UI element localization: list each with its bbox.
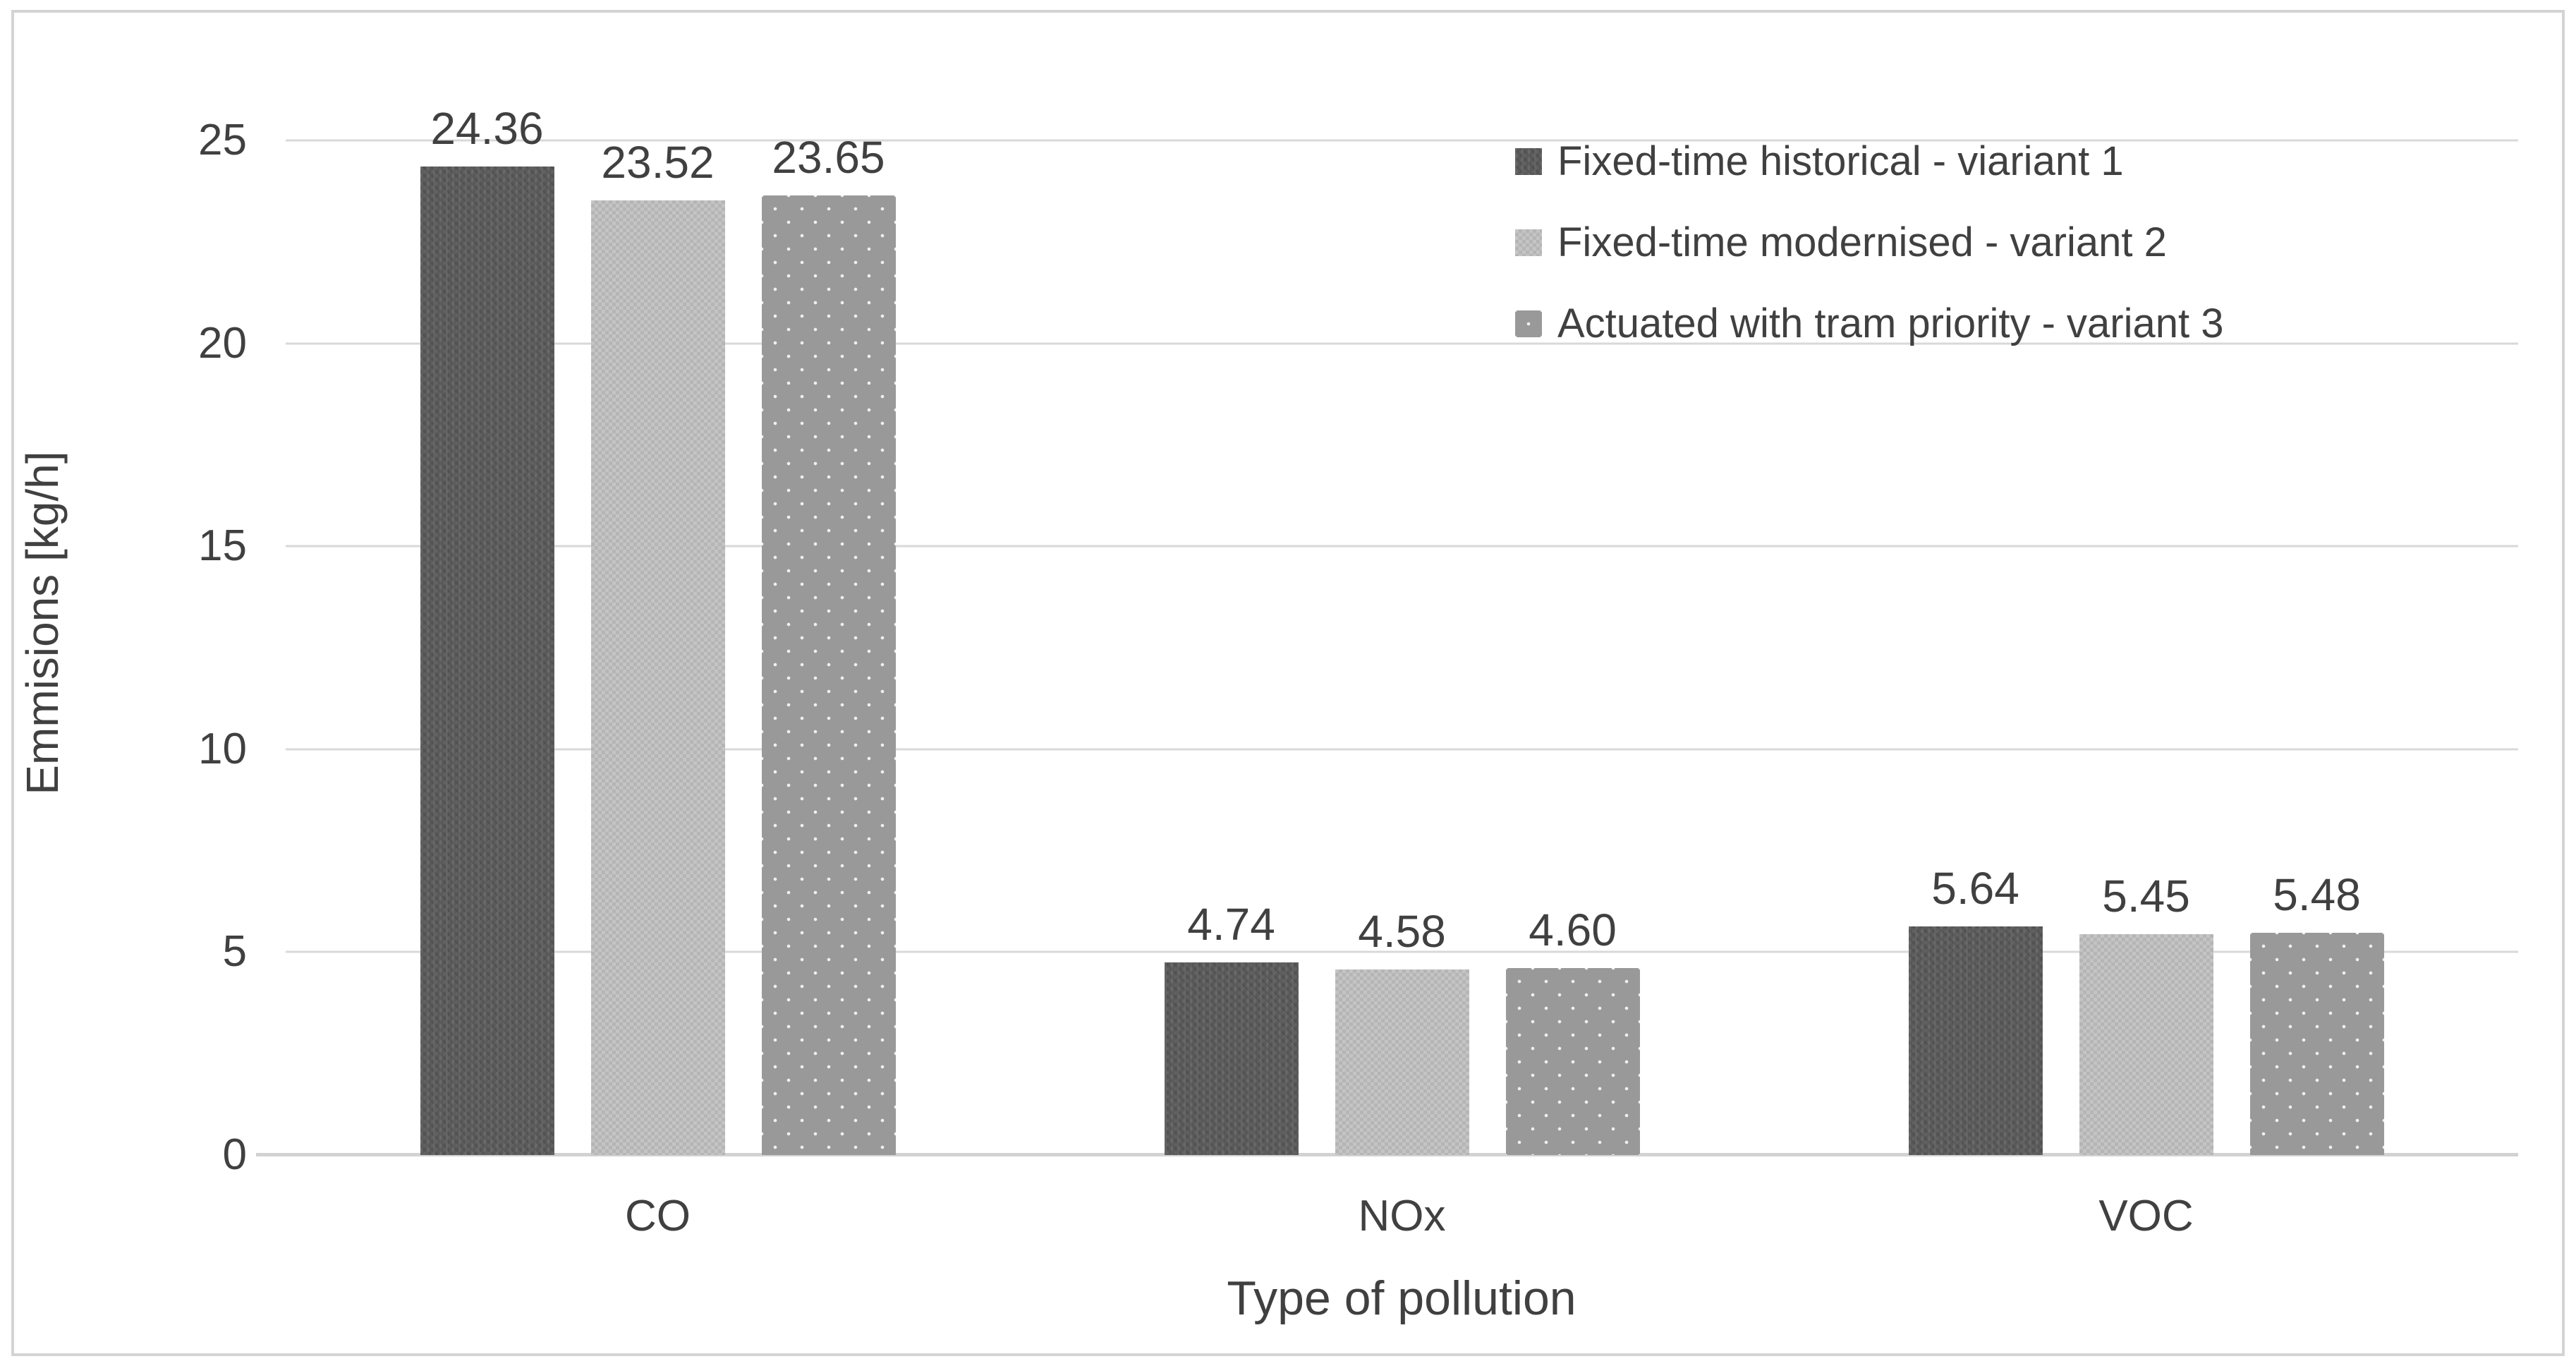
bar-NOx-series-2 xyxy=(1335,969,1469,1155)
category-label-CO: CO xyxy=(625,1192,691,1240)
gridline-y-10 xyxy=(286,748,2518,751)
y-tick-label-20: 20 xyxy=(198,318,247,368)
bar-VOC-series-2 xyxy=(2079,933,2213,1155)
y-tick-label-0: 0 xyxy=(222,1130,247,1179)
legend-label-2: Fixed-time modernised - variant 2 xyxy=(1557,219,2167,265)
bar-value-label-VOC-series-1: 5.64 xyxy=(1931,862,2019,914)
legend-swatch-1 xyxy=(1515,148,1542,175)
legend-swatch-3 xyxy=(1515,310,1542,337)
legend: Fixed-time historical - viariant 1 Fixed-… xyxy=(1515,141,2223,385)
y-tick-label-25: 25 xyxy=(198,116,247,165)
legend-label-1: Fixed-time historical - viariant 1 xyxy=(1557,138,2124,184)
y-axis-ticks: 0 5 10 15 20 25 xyxy=(0,92,247,1177)
y-tick-label-15: 15 xyxy=(198,521,247,571)
bar-VOC-series-3 xyxy=(2249,932,2384,1155)
gridline-y-20 xyxy=(286,342,2518,345)
gridline-y-25 xyxy=(286,139,2518,142)
bar-NOx-series-3 xyxy=(1505,968,1640,1155)
bar-value-label-CO-series-2: 23.52 xyxy=(601,137,715,188)
category-label-VOC: VOC xyxy=(2098,1192,2194,1240)
bar-value-label-NOx-series-2: 4.58 xyxy=(1358,905,1446,957)
legend-label-3: Actuated with tram priority - variant 3 xyxy=(1557,301,2224,346)
bar-CO-series-3 xyxy=(761,195,896,1155)
bar-value-label-CO-series-3: 23.65 xyxy=(772,131,885,183)
legend-swatch-2 xyxy=(1515,229,1542,256)
x-axis-title: Type of pollution xyxy=(1227,1271,1576,1325)
bar-value-label-NOx-series-1: 4.74 xyxy=(1187,899,1275,950)
legend-item-2: Fixed-time modernised - variant 2 xyxy=(1515,222,2223,263)
gridline-y-5 xyxy=(286,950,2518,953)
bar-value-label-NOx-series-3: 4.60 xyxy=(1529,905,1617,956)
legend-item-1: Fixed-time historical - viariant 1 xyxy=(1515,141,2223,182)
bar-CO-series-2 xyxy=(590,200,725,1155)
bar-CO-series-1 xyxy=(420,166,554,1155)
category-label-NOx: NOx xyxy=(1358,1192,1446,1240)
bar-NOx-series-1 xyxy=(1164,962,1299,1155)
plot-area: 24.36 23.52 23.65 4.74 4.58 4.60 5.64 5.45 5.48 xyxy=(256,92,2518,1156)
y-tick-label-5: 5 xyxy=(222,927,247,977)
bar-value-label-VOC-series-3: 5.48 xyxy=(2273,869,2361,920)
bar-value-label-VOC-series-2: 5.45 xyxy=(2102,870,2190,921)
bar-value-label-CO-series-1: 24.36 xyxy=(430,102,544,154)
bar-VOC-series-1 xyxy=(1908,926,2043,1155)
y-tick-label-10: 10 xyxy=(198,724,247,773)
legend-item-3: Actuated with tram priority - variant 3 xyxy=(1515,303,2223,344)
gridline-y-15 xyxy=(286,545,2518,548)
